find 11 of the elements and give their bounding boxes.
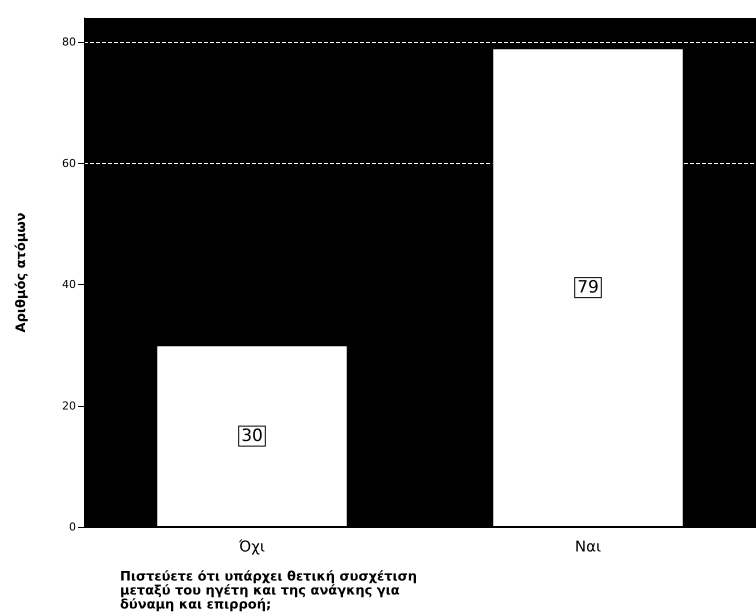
y-tick-label: 0: [69, 520, 76, 534]
y-tick-label: 40: [62, 278, 76, 292]
data-label: 79: [577, 278, 599, 298]
y-tick-label: 20: [62, 399, 76, 412]
y-axis-title: Αριθμός ατόμων: [14, 212, 29, 332]
y-tick-label: 80: [62, 36, 76, 49]
data-label: 30: [241, 426, 263, 446]
x-tick-label: Όχι: [238, 538, 265, 556]
y-tick-label: 60: [62, 156, 76, 170]
x-tick-label: Ναι: [574, 538, 602, 556]
x-axis-title: Πιστεύετε ότι υπάρχει θετική συσχέτιση μεταξύ του ηγέτη και της ανάγκης για δύναμη και επιρροή;: [120, 570, 422, 612]
